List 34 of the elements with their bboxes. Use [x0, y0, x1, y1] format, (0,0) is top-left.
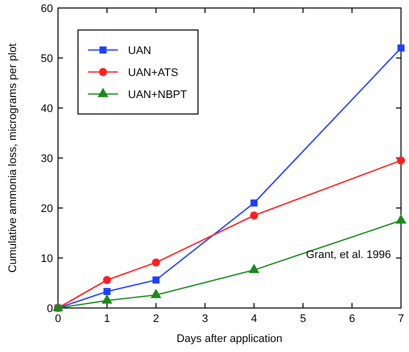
point — [52, 302, 64, 312]
point — [396, 214, 406, 224]
x-tick-label: 5 — [300, 313, 306, 325]
y-tick-label: 60 — [40, 3, 53, 15]
x-tick-label: 3 — [202, 313, 208, 325]
legend-label: UAN+ATS — [128, 67, 178, 79]
legend-label: UAN+NBPT — [128, 89, 188, 101]
point — [397, 44, 405, 52]
x-tick-label: 4 — [250, 313, 258, 325]
x-tick-label: 0 — [54, 313, 62, 325]
point — [103, 276, 111, 284]
y-tick-label: 50 — [40, 53, 53, 65]
point — [150, 288, 162, 298]
point — [248, 264, 260, 274]
point — [152, 258, 160, 266]
x-axis-title: Days after application — [176, 333, 282, 345]
y-tick-label: 30 — [40, 153, 53, 165]
point — [250, 212, 258, 220]
y-axis-title: Cumulative ammonia loss, micrograms per plot — [7, 43, 19, 273]
point — [397, 156, 405, 164]
y-tick-label: 20 — [40, 203, 53, 215]
point — [102, 294, 112, 304]
x-tick-label: 1 — [104, 313, 110, 325]
y-tick-label: 0 — [46, 303, 53, 315]
point — [152, 276, 160, 284]
x-tick-label: 2 — [152, 313, 160, 325]
point — [103, 288, 111, 296]
y-tick-label: 10 — [40, 253, 53, 265]
legend-label: UAN — [128, 45, 152, 57]
y-tick-label: 40 — [40, 103, 53, 115]
x-tick-label: 7 — [398, 313, 404, 325]
x-tick-label: 6 — [348, 313, 356, 325]
annotation: Grant, et al. 1996 — [306, 249, 391, 261]
point — [250, 199, 258, 207]
